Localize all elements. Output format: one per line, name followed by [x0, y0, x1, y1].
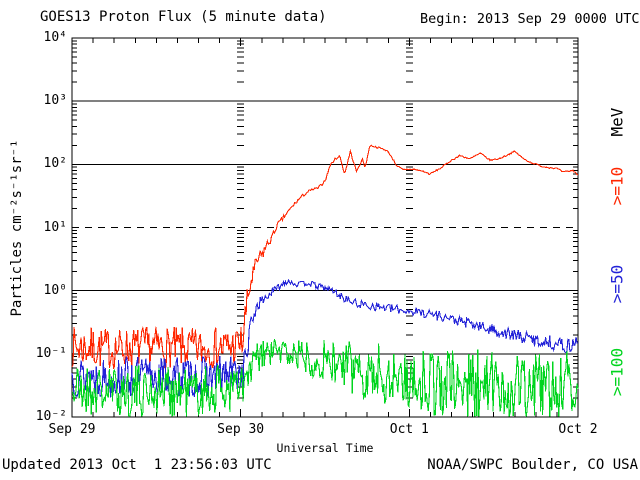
y-tick-label-10e3: 10³: [43, 93, 67, 109]
y-tick-label-10e4: 10⁴: [43, 30, 67, 45]
legend-gte100-mev: >=100: [607, 347, 627, 397]
x-axis-title: Universal Time: [276, 441, 374, 455]
y-tick-label-10e1: 10¹: [43, 219, 67, 235]
series-gte100-mev: [71, 339, 579, 418]
legend-gte50-mev: >=50: [607, 264, 627, 304]
x-tick-label-oct-2: Oct 2: [558, 422, 598, 437]
series-gte10-mev: [71, 144, 579, 369]
legend-gte10-mev: >=10: [607, 166, 627, 206]
begin-time-label: Begin: 2013 Sep 29 0000 UTC: [420, 11, 640, 27]
credit-label: NOAA/SWPC Boulder, CO USA: [427, 457, 638, 473]
x-tick-label-oct-1: Oct 1: [389, 422, 429, 437]
y-tick-label-10e0: 10⁰: [43, 282, 67, 298]
chart-title: GOES13 Proton Flux (5 minute data): [40, 9, 327, 25]
y-tick-label-10e-1: 10⁻¹: [35, 345, 67, 361]
x-tick-label-sep-29: Sep 29: [48, 422, 96, 437]
y-tick-label-10e2: 10²: [43, 156, 67, 172]
y-tick-label-10e-2: 10⁻²: [35, 409, 67, 424]
updated-timestamp: Updated 2013 Oct 1 23:56:03 UTC: [2, 457, 272, 473]
x-tick-label-sep-30: Sep 30: [217, 422, 265, 437]
legend-title-mev: MeV: [607, 107, 627, 137]
series-gte50-mev: [71, 278, 579, 398]
